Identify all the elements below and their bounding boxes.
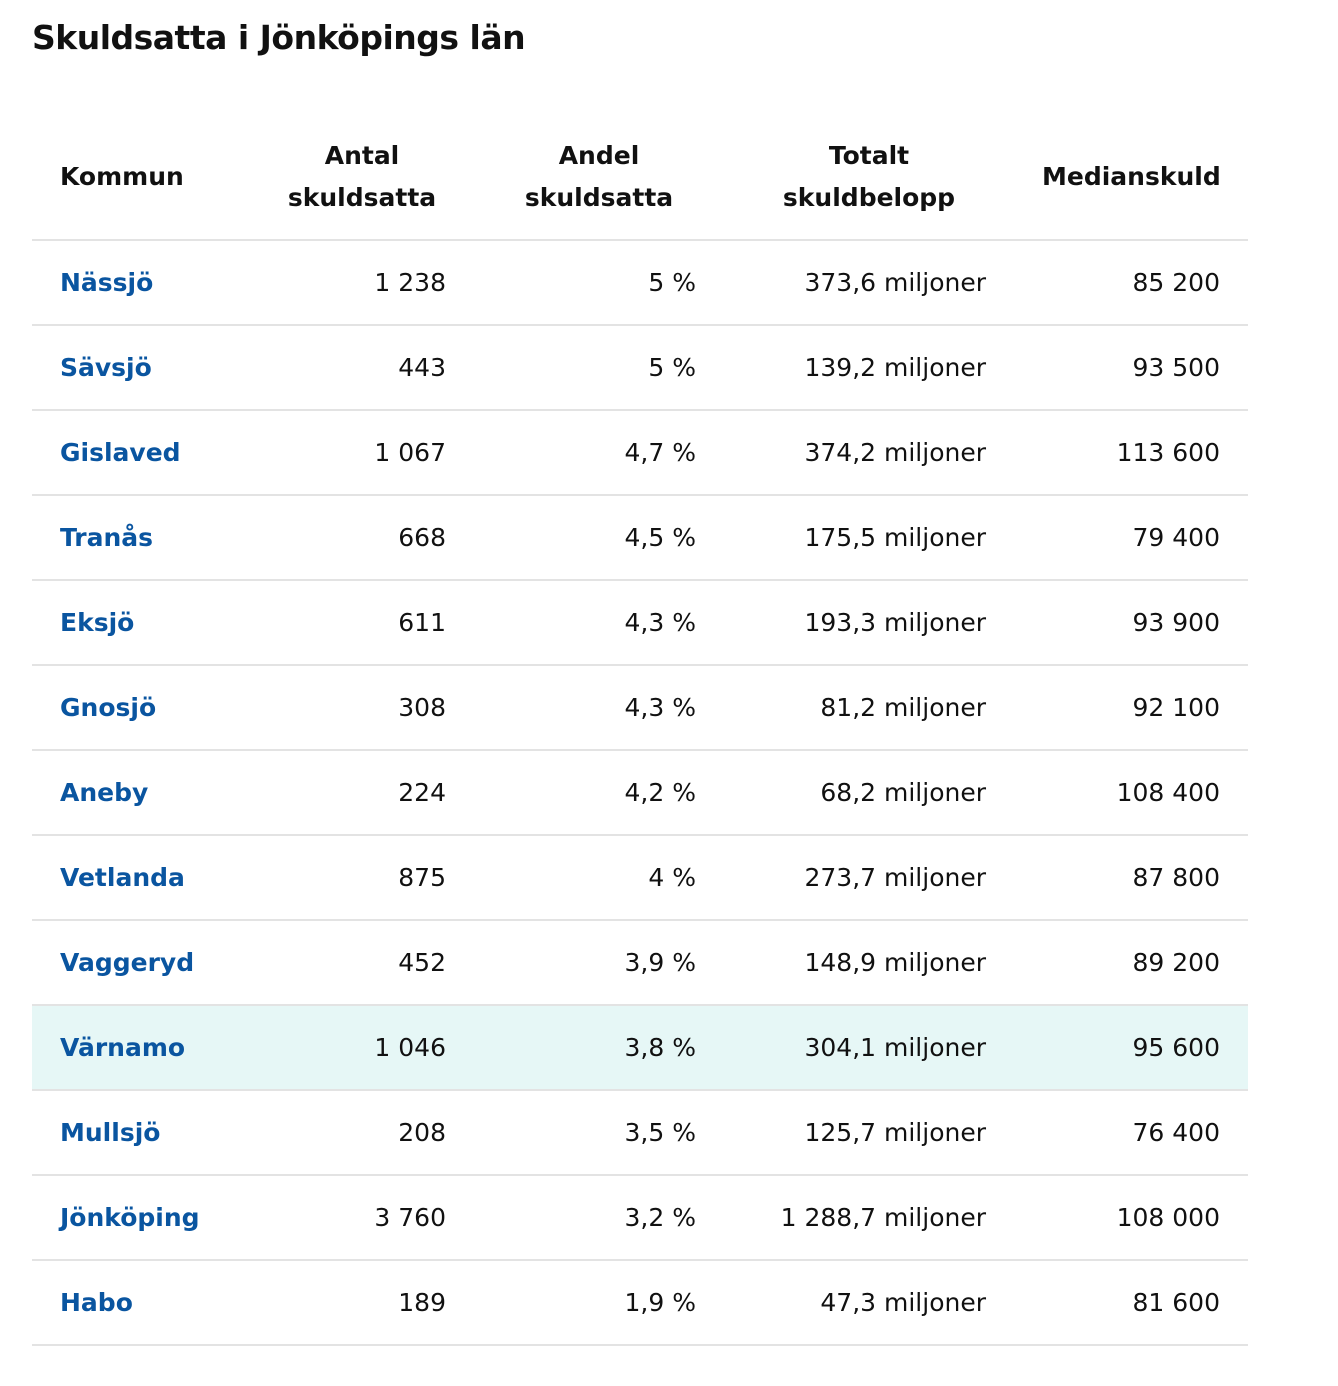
totalt-cell: 175,5 miljoner xyxy=(724,495,1014,581)
antal-cell: 668 xyxy=(250,495,474,581)
antal-cell: 308 xyxy=(250,665,474,751)
totalt-cell: 374,2 miljoner xyxy=(724,410,1014,496)
totalt-cell: 148,9 miljoner xyxy=(724,920,1014,1006)
median-cell: 93 500 xyxy=(1014,325,1248,411)
table-row: Gnosjö 308 4,3 % 81,2 miljoner 92 100 xyxy=(32,665,1248,751)
totalt-cell: 373,6 miljoner xyxy=(724,240,1014,326)
median-cell: 89 200 xyxy=(1014,920,1248,1006)
table-row: Sävsjö 443 5 % 139,2 miljoner 93 500 xyxy=(32,325,1248,411)
kommun-link[interactable]: Gnosjö xyxy=(32,665,250,751)
table-row: Nässjö 1 238 5 % 373,6 miljoner 85 200 xyxy=(32,240,1248,326)
header-kommun: Kommun xyxy=(32,115,250,241)
header-median: Medianskuld xyxy=(1014,115,1248,241)
antal-cell: 3 760 xyxy=(250,1175,474,1261)
header-antal: Antal skuldsatta xyxy=(250,115,474,241)
kommun-link[interactable]: Tranås xyxy=(32,495,250,581)
kommun-link[interactable]: Jönköping xyxy=(32,1175,250,1261)
median-cell: 79 400 xyxy=(1014,495,1248,581)
table-row: Eksjö 611 4,3 % 193,3 miljoner 93 900 xyxy=(32,580,1248,666)
table-row: Vaggeryd 452 3,9 % 148,9 miljoner 89 200 xyxy=(32,920,1248,1006)
totalt-cell: 139,2 miljoner xyxy=(724,325,1014,411)
kommun-link[interactable]: Eksjö xyxy=(32,580,250,666)
median-cell: 108 000 xyxy=(1014,1175,1248,1261)
table-row: Gislaved 1 067 4,7 % 374,2 miljoner 113 600 xyxy=(32,410,1248,496)
table-row: Jönköping 3 760 3,2 % 1 288,7 miljoner 108 0… xyxy=(32,1175,1248,1261)
kommun-link[interactable]: Aneby xyxy=(32,750,250,836)
andel-cell: 4,2 % xyxy=(474,750,724,836)
andel-cell: 4,3 % xyxy=(474,665,724,751)
andel-cell: 5 % xyxy=(474,325,724,411)
totalt-cell: 47,3 miljoner xyxy=(724,1260,1014,1346)
median-cell: 92 100 xyxy=(1014,665,1248,751)
totalt-cell: 1 288,7 miljoner xyxy=(724,1175,1014,1261)
table-row: Tranås 668 4,5 % 175,5 miljoner 79 400 xyxy=(32,495,1248,581)
median-cell: 76 400 xyxy=(1014,1090,1248,1176)
kommun-link[interactable]: Gislaved xyxy=(32,410,250,496)
andel-cell: 4,5 % xyxy=(474,495,724,581)
totalt-cell: 304,1 miljoner xyxy=(724,1005,1014,1091)
kommun-link[interactable]: Sävsjö xyxy=(32,325,250,411)
antal-cell: 1 067 xyxy=(250,410,474,496)
andel-cell: 4,7 % xyxy=(474,410,724,496)
antal-cell: 1 238 xyxy=(250,240,474,326)
table-row: Mullsjö 208 3,5 % 125,7 miljoner 76 400 xyxy=(32,1090,1248,1176)
page-title: Skuldsatta i Jönköpings län xyxy=(32,18,526,57)
andel-cell: 3,2 % xyxy=(474,1175,724,1261)
kommun-link[interactable]: Nässjö xyxy=(32,240,250,326)
header-andel: Andel skuldsatta xyxy=(474,115,724,241)
antal-cell: 208 xyxy=(250,1090,474,1176)
antal-cell: 443 xyxy=(250,325,474,411)
antal-cell: 1 046 xyxy=(250,1005,474,1091)
table-header-row: Kommun Antal skuldsatta Andel skuldsatta… xyxy=(32,115,1248,241)
totalt-cell: 193,3 miljoner xyxy=(724,580,1014,666)
kommun-link[interactable]: Vetlanda xyxy=(32,835,250,921)
median-cell: 93 900 xyxy=(1014,580,1248,666)
andel-cell: 3,8 % xyxy=(474,1005,724,1091)
antal-cell: 611 xyxy=(250,580,474,666)
andel-cell: 1,9 % xyxy=(474,1260,724,1346)
debt-table: Kommun Antal skuldsatta Andel skuldsatta… xyxy=(32,115,1248,1346)
table-row: Vetlanda 875 4 % 273,7 miljoner 87 800 xyxy=(32,835,1248,921)
kommun-link[interactable]: Habo xyxy=(32,1260,250,1346)
andel-cell: 4 % xyxy=(474,835,724,921)
median-cell: 113 600 xyxy=(1014,410,1248,496)
antal-cell: 875 xyxy=(250,835,474,921)
table-row: Värnamo 1 046 3,8 % 304,1 miljoner 95 600 xyxy=(32,1005,1248,1091)
antal-cell: 452 xyxy=(250,920,474,1006)
antal-cell: 189 xyxy=(250,1260,474,1346)
andel-cell: 3,9 % xyxy=(474,920,724,1006)
median-cell: 87 800 xyxy=(1014,835,1248,921)
andel-cell: 3,5 % xyxy=(474,1090,724,1176)
median-cell: 81 600 xyxy=(1014,1260,1248,1346)
median-cell: 108 400 xyxy=(1014,750,1248,836)
kommun-link[interactable]: Mullsjö xyxy=(32,1090,250,1176)
totalt-cell: 68,2 miljoner xyxy=(724,750,1014,836)
table-row: Habo 189 1,9 % 47,3 miljoner 81 600 xyxy=(32,1260,1248,1346)
kommun-link[interactable]: Värnamo xyxy=(32,1005,250,1091)
totalt-cell: 81,2 miljoner xyxy=(724,665,1014,751)
median-cell: 85 200 xyxy=(1014,240,1248,326)
antal-cell: 224 xyxy=(250,750,474,836)
andel-cell: 5 % xyxy=(474,240,724,326)
header-totalt: Totalt skuldbelopp xyxy=(724,115,1014,241)
table-row: Aneby 224 4,2 % 68,2 miljoner 108 400 xyxy=(32,750,1248,836)
median-cell: 95 600 xyxy=(1014,1005,1248,1091)
totalt-cell: 273,7 miljoner xyxy=(724,835,1014,921)
andel-cell: 4,3 % xyxy=(474,580,724,666)
totalt-cell: 125,7 miljoner xyxy=(724,1090,1014,1176)
kommun-link[interactable]: Vaggeryd xyxy=(32,920,250,1006)
